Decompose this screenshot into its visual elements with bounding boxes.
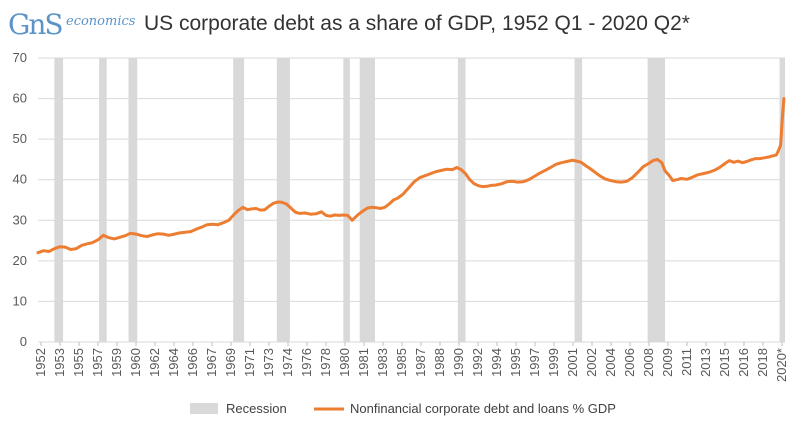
legend-label-recession: Recession — [226, 401, 287, 416]
y-tick-label: 50 — [13, 131, 27, 146]
x-tick-label: 1964 — [166, 348, 181, 377]
x-tick-label: 2008 — [641, 348, 656, 377]
recession-band — [779, 58, 785, 342]
recession-band — [574, 58, 583, 342]
x-tick-label: 1997 — [527, 348, 542, 377]
x-tick-label: 2018 — [755, 348, 770, 377]
recession-band — [54, 58, 64, 342]
x-tick-label: 2013 — [698, 348, 713, 377]
x-tick-label: 2020* — [774, 348, 789, 382]
recession-band — [99, 58, 107, 342]
x-tick-label: 2001 — [565, 348, 580, 377]
legend-label-series: Nonfinancial corporate debt and loans % … — [350, 401, 616, 416]
x-tick-label: 1969 — [223, 348, 238, 377]
x-tick-label: 1967 — [204, 348, 219, 377]
x-tick-label: 1990 — [451, 348, 466, 377]
logo-wordmark: economics — [66, 14, 136, 29]
x-tick-label: 1978 — [318, 348, 333, 377]
x-tick-label: 1987 — [413, 348, 428, 377]
y-tick-label: 70 — [13, 50, 27, 65]
chart-title: US corporate debt as a share of GDP, 195… — [144, 12, 690, 35]
y-tick-label: 40 — [13, 172, 27, 187]
recession-band — [457, 58, 466, 342]
y-tick-label: 20 — [13, 253, 27, 268]
x-tick-label: 1971 — [242, 348, 257, 377]
x-tick-label: 1957 — [90, 348, 105, 377]
x-tick-label: 2002 — [584, 348, 599, 377]
x-tick-label: 1992 — [470, 348, 485, 377]
x-tick-label: 1952 — [33, 348, 48, 377]
x-tick-label: 1995 — [508, 348, 523, 377]
recession-band — [647, 58, 666, 342]
x-tick-label: 2016 — [736, 348, 751, 377]
x-tick-label: 1988 — [432, 348, 447, 377]
y-tick-label: 10 — [13, 293, 27, 308]
x-tick-label: 2006 — [622, 348, 637, 377]
x-tick-label: 1976 — [299, 348, 314, 377]
x-tick-label: 1980 — [337, 348, 352, 377]
series-line — [36, 97, 786, 255]
x-tick-label: 1985 — [394, 348, 409, 377]
x-tick-label: 1960 — [128, 348, 143, 377]
x-tick-label: 1966 — [185, 348, 200, 377]
y-tick-label: 60 — [13, 91, 27, 106]
recession-band — [128, 58, 138, 342]
legend-swatch-recession — [190, 403, 218, 414]
x-tick-label: 1955 — [71, 348, 86, 377]
x-tick-label: 1973 — [261, 348, 276, 377]
x-tick-label: 1983 — [375, 348, 390, 377]
x-tick-label: 2009 — [660, 348, 675, 377]
x-tick-label: 2004 — [603, 348, 618, 377]
x-tick-label: 1962 — [147, 348, 162, 377]
y-tick-label: 30 — [13, 212, 27, 227]
x-tick-label: 1999 — [546, 348, 561, 377]
x-tick-label: 1959 — [109, 348, 124, 377]
recession-band — [359, 58, 375, 342]
x-tick-label: 2015 — [717, 348, 732, 377]
logo-mark: GnS — [8, 8, 64, 41]
x-tick-label: 1953 — [52, 348, 67, 377]
recession-band — [233, 58, 245, 342]
x-tick-label: 2011 — [679, 348, 694, 376]
y-tick-label: 0 — [20, 334, 27, 349]
x-tick-label: 1994 — [489, 348, 504, 377]
brand-logo: GnS economics — [8, 6, 135, 46]
x-tick-label: 1974 — [280, 348, 295, 377]
x-tick-label: 1981 — [356, 348, 371, 377]
recession-band — [343, 58, 350, 342]
recession-band — [276, 58, 290, 342]
